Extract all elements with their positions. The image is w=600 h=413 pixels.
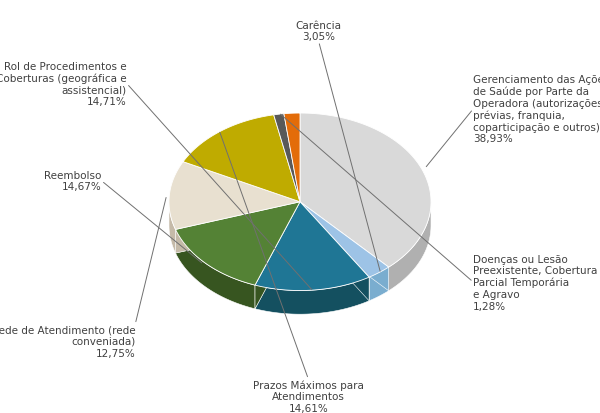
Polygon shape: [183, 116, 300, 202]
Polygon shape: [300, 202, 369, 301]
Polygon shape: [169, 162, 300, 230]
Polygon shape: [255, 202, 300, 309]
Text: Doenças ou Lesão
Preexistente, Cobertura
Parcial Temporária
e Agravo
1,28%: Doenças ou Lesão Preexistente, Cobertura…: [473, 254, 598, 311]
Polygon shape: [274, 114, 300, 202]
Polygon shape: [300, 202, 389, 278]
Polygon shape: [175, 202, 300, 285]
Polygon shape: [175, 230, 255, 309]
Polygon shape: [300, 114, 431, 268]
Polygon shape: [169, 203, 175, 254]
Polygon shape: [175, 202, 300, 254]
Polygon shape: [255, 202, 369, 291]
Text: Reembolso
14,67%: Reembolso 14,67%: [44, 171, 101, 192]
Text: Gerenciamento das Ações
de Saúde por Parte da
Operadora (autorizações
prévias, f: Gerenciamento das Ações de Saúde por Par…: [473, 75, 600, 144]
Polygon shape: [175, 202, 300, 254]
Polygon shape: [389, 203, 431, 291]
Polygon shape: [255, 278, 369, 314]
Polygon shape: [300, 202, 369, 301]
Polygon shape: [300, 202, 389, 291]
Text: Prazos Máximos para
Atendimentos
14,61%: Prazos Máximos para Atendimentos 14,61%: [253, 380, 364, 413]
Text: Rede de Atendimento (rede
conveniada)
12,75%: Rede de Atendimento (rede conveniada) 12…: [0, 325, 135, 358]
Polygon shape: [284, 114, 300, 202]
Polygon shape: [255, 202, 300, 309]
Polygon shape: [300, 202, 389, 291]
Text: Rol de Procedimentos e
Coberturas (geográfica e
assistencial)
14,71%: Rol de Procedimentos e Coberturas (geogr…: [0, 62, 127, 107]
Text: Carência
3,05%: Carência 3,05%: [296, 21, 341, 42]
Polygon shape: [369, 268, 389, 301]
